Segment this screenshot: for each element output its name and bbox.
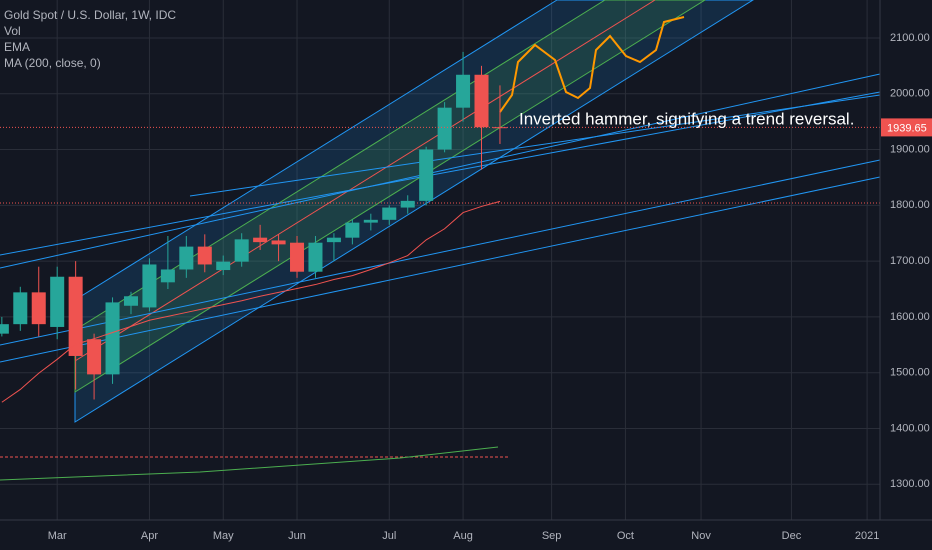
annotation: Inverted hammer, signifying a trend reve… [519,109,854,128]
candle-body [50,276,65,327]
candle-body [400,200,415,208]
indicator-label: Vol [4,24,21,38]
y-tick-label: 1500.00 [890,367,930,379]
x-tick-label: Aug [453,530,473,542]
projection-path [499,16,685,113]
x-tick-label: Jul [382,530,396,542]
candle-body [419,149,434,201]
y-tick-label: 2000.00 [890,88,930,100]
candle-body [363,219,378,223]
x-tick-label: Dec [782,530,802,542]
candle-body [105,302,120,375]
candle-body [290,242,305,272]
y-tick-label: 1400.00 [890,422,930,434]
channel-midline [74,0,656,362]
candle-body [326,237,341,243]
candle-body [216,261,231,271]
y-tick-label: 2100.00 [890,32,930,44]
candle-body [437,107,452,150]
candle-body [474,74,489,128]
trend-line [0,159,881,346]
x-tick-label: Nov [691,530,711,542]
candle-body [253,237,268,243]
y-tick-label: 1300.00 [890,478,930,490]
last-price-box [881,118,932,137]
candle-body [308,242,323,272]
candle-body [0,324,9,334]
candle-body [382,207,397,220]
y-tick-label: 1900.00 [890,143,930,155]
candle-body [492,127,507,129]
candle-body [68,276,83,356]
candle-body [345,222,360,238]
trend-line [0,73,881,269]
y-tick-label: 1600.00 [890,311,930,323]
price-axis [880,0,932,550]
candle-body [142,264,157,308]
x-tick-label: Jun [288,530,306,542]
candle-body [179,246,194,270]
indicator-label: EMA [4,40,30,54]
ma-line [1,200,501,403]
candle-body [160,269,175,283]
x-tick-label: Mar [48,530,67,542]
chart-title: Gold Spot / U.S. Dollar, 1W, IDC [4,8,176,22]
x-tick-label: Oct [617,530,634,542]
y-tick-label: 1700.00 [890,255,930,267]
x-tick-label: Apr [141,530,158,542]
last-price-label: 1939.65 [887,122,927,134]
x-tick-label: May [213,530,234,542]
x-tick-label: Sep [542,530,562,542]
trend-line [189,94,881,197]
trend-line [0,176,881,363]
candle-body [271,240,286,245]
labels: 1300.00 1400.00 1500.00 1600.00 1700.00 1800.… [48,32,932,542]
inner-channel [74,0,706,393]
y-tick-label: 1800.00 [890,199,930,211]
candle-body [31,292,46,325]
indicator-label: MA (200, close, 0) [4,56,101,70]
trend-line [0,91,881,256]
x-tick-label: 2021 [855,530,879,542]
candle-body [87,339,102,375]
drawings [0,0,881,481]
candle-body [456,74,471,108]
volume-ma [0,446,499,481]
candle-body [234,239,249,262]
candle-body [123,296,138,306]
candle-body [13,292,28,325]
marks [0,51,880,403]
candle-body [197,246,212,265]
